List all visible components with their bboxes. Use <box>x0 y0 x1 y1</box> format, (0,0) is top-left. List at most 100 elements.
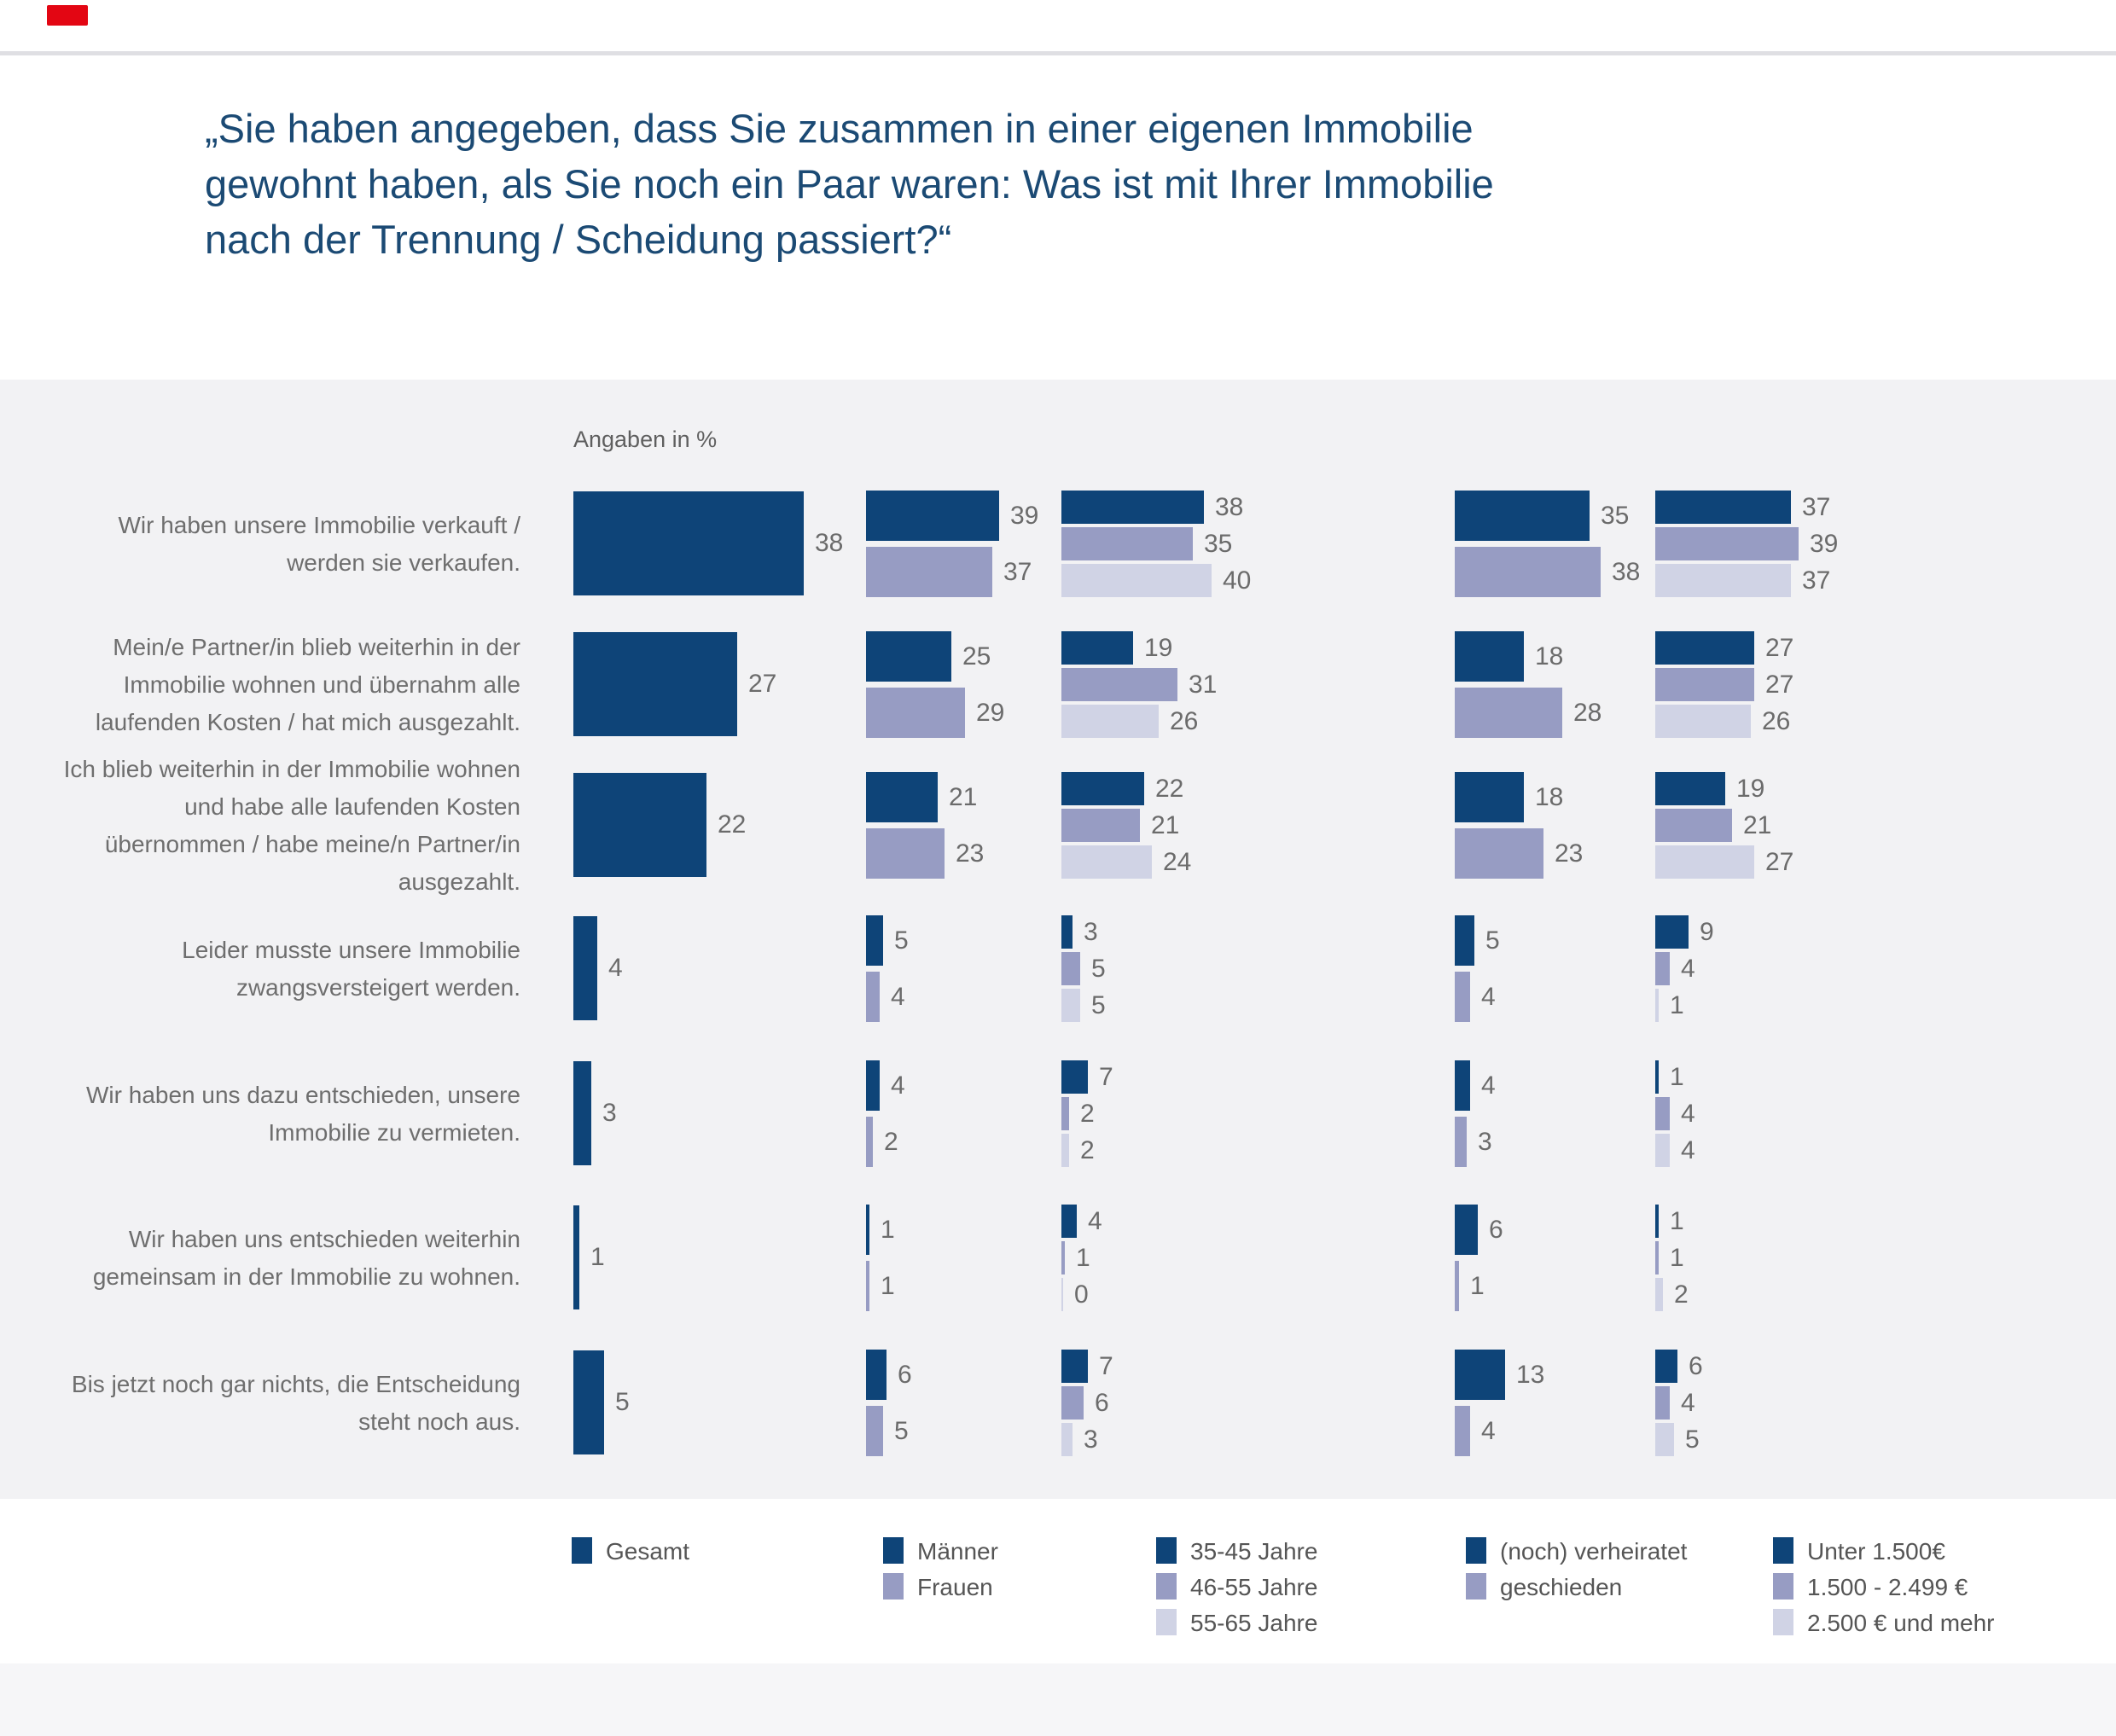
bar-value-label: 21 <box>1151 810 1180 839</box>
bar-value-label: 39 <box>1810 529 1839 558</box>
bar-Unter 1.500€ <box>1655 915 1689 949</box>
bar-(noch) verheiratet <box>1455 915 1474 966</box>
bar-Gesamt <box>573 491 804 595</box>
bar-value-label: 27 <box>748 670 777 698</box>
bar-1.500 - 2.499 € <box>1655 668 1754 701</box>
bar-value-label: 5 <box>1091 954 1106 983</box>
chart-legend: Gesamt Männer Frauen 35-45 Jahre 46-55 Jahre… <box>0 1529 2116 1665</box>
bar-value-label: 2 <box>884 1127 898 1156</box>
legend-label: 46-55 Jahre <box>1190 1574 1318 1600</box>
bar-value-label: 21 <box>949 782 978 811</box>
legend-label: 35-45 Jahre <box>1190 1538 1318 1565</box>
bar-value-label: 4 <box>891 982 905 1011</box>
bar-value-label: 2 <box>1080 1099 1095 1128</box>
bar-value-label: 1 <box>1076 1243 1090 1272</box>
row-label: Bis jetzt noch gar nichts, die Entscheid… <box>71 1370 520 1435</box>
bar-value-label: 27 <box>1765 633 1794 662</box>
bar-value-label: 6 <box>1689 1351 1703 1380</box>
bar-value-label: 26 <box>1170 706 1199 735</box>
bar-Männer <box>866 491 999 541</box>
legend-swatch-icon <box>1773 1537 1793 1564</box>
bar-(noch) verheiratet <box>1455 1350 1505 1400</box>
bar-value-label: 37 <box>1802 566 1831 595</box>
bar-value-label: 1 <box>590 1243 605 1271</box>
bar-(noch) verheiratet <box>1455 491 1590 541</box>
bar-Gesamt <box>573 1061 591 1165</box>
footer-band <box>0 1663 2116 1736</box>
bar-Männer <box>866 1060 880 1111</box>
bar-55-65 Jahre <box>1061 1134 1069 1167</box>
bar-35-45 Jahre <box>1061 1205 1077 1238</box>
bar-geschieden <box>1455 547 1601 597</box>
row-label: Wir haben unsere Immobilie verkauft / we… <box>118 511 520 576</box>
bar-Unter 1.500€ <box>1655 772 1725 805</box>
bar-value-label: 35 <box>1601 501 1630 530</box>
legend-swatch-icon <box>1773 1573 1793 1600</box>
bar-value-label: 5 <box>1091 990 1106 1019</box>
bar-value-label: 4 <box>1681 1135 1695 1164</box>
row-label: Wir haben uns entschieden weiterhin geme… <box>92 1225 520 1290</box>
bar-value-label: 31 <box>1189 670 1218 699</box>
bar-35-45 Jahre <box>1061 772 1144 805</box>
bar-value-label: 5 <box>1485 926 1500 955</box>
bar-value-label: 4 <box>608 954 623 982</box>
page-title-line-2: gewohnt haben, als Sie noch ein Paar war… <box>205 161 1494 206</box>
bar-value-label: 21 <box>1743 810 1772 839</box>
bar-value-label: 1 <box>1670 990 1684 1019</box>
row-label: Mein/e Partner/in blieb weiterhin in der… <box>95 633 520 735</box>
bar-Unter 1.500€ <box>1655 491 1791 524</box>
bar-value-label: 6 <box>1095 1388 1109 1417</box>
legend-label: 1.500 - 2.499 € <box>1807 1574 1968 1600</box>
bar-2.500 € und mehr <box>1655 1423 1674 1456</box>
bar-1.500 - 2.499 € <box>1655 809 1732 842</box>
bar-Unter 1.500€ <box>1655 1205 1659 1238</box>
bar-geschieden <box>1455 972 1470 1022</box>
row-label: Ich blieb weiterhin in der Immobilie woh… <box>63 755 520 895</box>
table-row: Leider musste unsere Immobilie zwangsver… <box>0 915 2116 1022</box>
axis-note: Angaben in % <box>573 427 718 452</box>
bar-value-label: 37 <box>1003 557 1032 586</box>
bar-Frauen <box>866 1117 873 1167</box>
bar-(noch) verheiratet <box>1455 1205 1478 1255</box>
legend-label: 55-65 Jahre <box>1190 1610 1318 1636</box>
bar-55-65 Jahre <box>1061 564 1212 597</box>
bar-Gesamt <box>573 1350 604 1454</box>
bar-Männer <box>866 772 938 822</box>
legend-swatch-icon <box>1466 1537 1486 1564</box>
bar-value-label: 4 <box>1481 1416 1496 1445</box>
page-title-line-1: „Sie haben angegeben, dass Sie zusammen … <box>205 106 1474 151</box>
bar-Unter 1.500€ <box>1655 1350 1677 1383</box>
bar-Männer <box>866 915 883 966</box>
bar-value-label: 4 <box>1681 954 1695 983</box>
bar-value-label: 22 <box>718 810 747 839</box>
bar-value-label: 1 <box>1670 1206 1684 1235</box>
bar-2.500 € und mehr <box>1655 705 1751 738</box>
bar-value-label: 38 <box>1612 557 1641 586</box>
bar-geschieden <box>1455 1406 1470 1456</box>
legend-swatch-icon <box>1466 1573 1486 1600</box>
bar-value-label: 40 <box>1223 566 1252 595</box>
legend-label: geschieden <box>1500 1574 1623 1600</box>
bar-value-label: 29 <box>976 698 1005 727</box>
legend-label: Gesamt <box>606 1538 690 1565</box>
bar-Frauen <box>866 828 945 879</box>
bar-Gesamt <box>573 916 597 1020</box>
bar-1.500 - 2.499 € <box>1655 1241 1659 1274</box>
bar-value-label: 5 <box>615 1388 630 1416</box>
bar-2.500 € und mehr <box>1655 845 1754 879</box>
bar-46-55 Jahre <box>1061 1097 1069 1130</box>
table-row: Wir haben uns entschieden weiterhin geme… <box>0 1205 2116 1311</box>
bar-value-label: 5 <box>1685 1425 1700 1454</box>
table-row: Ich blieb weiterhin in der Immobilie woh… <box>0 756 2116 895</box>
bar-2.500 € und mehr <box>1655 989 1659 1022</box>
bar-value-label: 27 <box>1765 670 1794 699</box>
bar-value-label: 6 <box>898 1360 912 1389</box>
bar-geschieden <box>1455 1261 1459 1311</box>
bar-35-45 Jahre <box>1061 491 1204 524</box>
bar-value-label: 2 <box>1080 1135 1095 1164</box>
legend-swatch-icon <box>572 1537 592 1564</box>
bar-1.500 - 2.499 € <box>1655 1386 1670 1420</box>
bar-value-label: 4 <box>1681 1388 1695 1417</box>
bar-value-label: 1 <box>1670 1243 1684 1272</box>
legend-swatch-icon <box>883 1573 904 1600</box>
